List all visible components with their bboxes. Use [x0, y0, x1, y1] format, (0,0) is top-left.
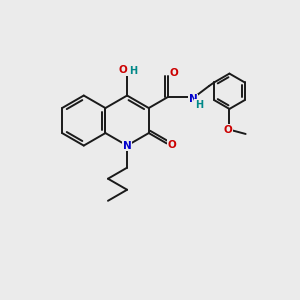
Text: H: H: [195, 100, 203, 110]
Text: H: H: [130, 66, 138, 76]
Text: O: O: [118, 65, 127, 75]
Text: N: N: [123, 141, 131, 151]
Text: O: O: [224, 124, 233, 134]
Text: N: N: [189, 94, 197, 104]
Text: O: O: [167, 140, 176, 150]
Text: O: O: [169, 68, 178, 78]
